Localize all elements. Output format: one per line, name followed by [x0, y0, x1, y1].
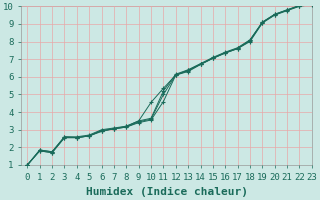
X-axis label: Humidex (Indice chaleur): Humidex (Indice chaleur): [85, 187, 247, 197]
